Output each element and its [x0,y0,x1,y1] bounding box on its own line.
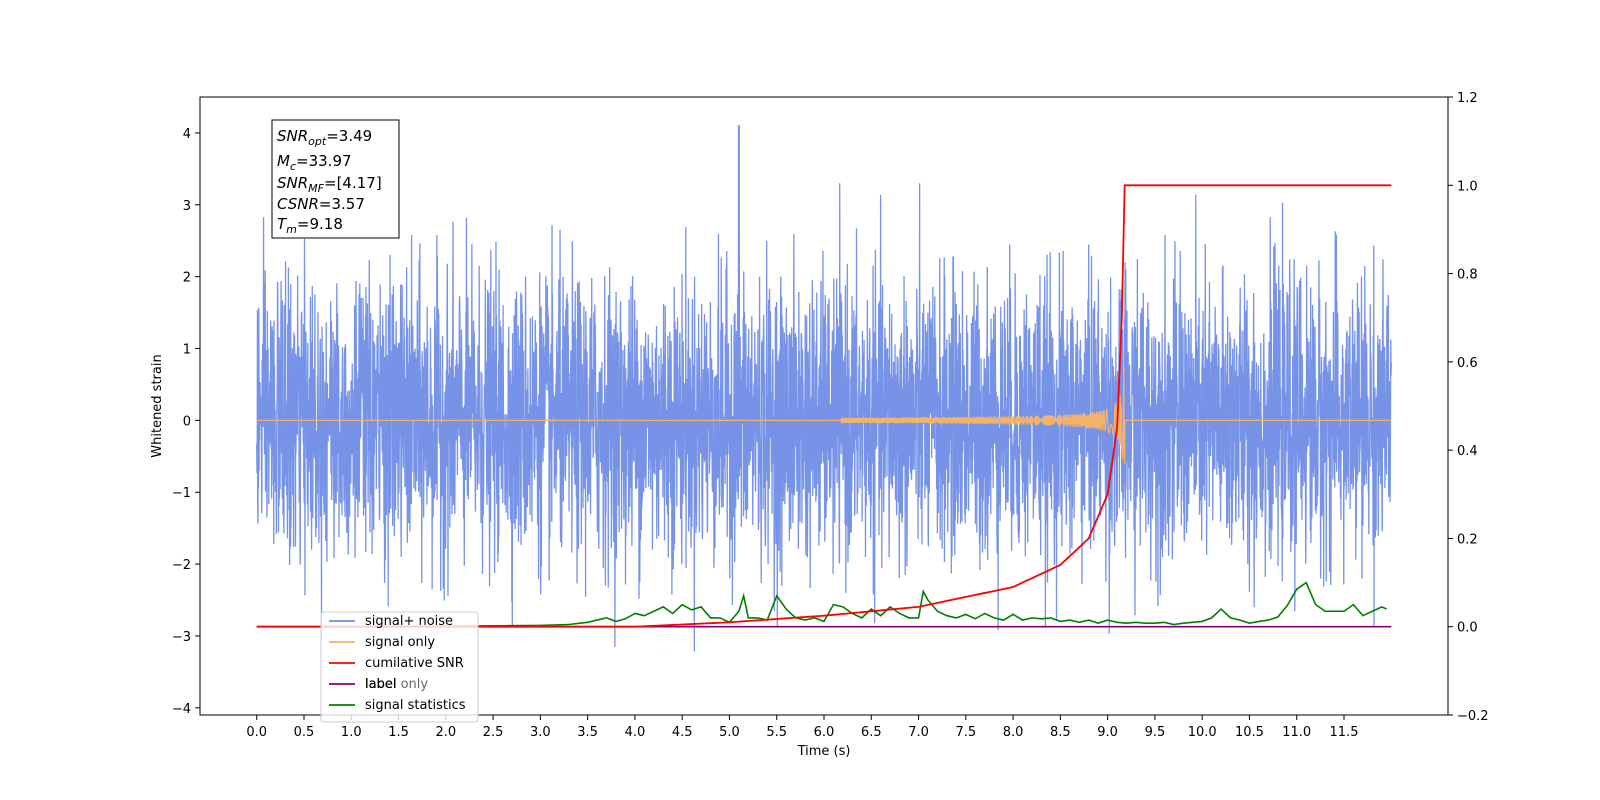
legend-label: label [365,677,396,692]
x-tick-label: 7.0 [908,725,929,740]
x-tick-label: 11.5 [1330,725,1359,740]
x-tick-label: 4.5 [672,725,693,740]
legend: signal+ noise signal only cumilative SNR la… [320,611,479,723]
y-left-tick-label: 2 [183,271,191,286]
x-tick-label: 3.0 [530,725,551,740]
stats-line: Tm=9.18 [277,215,343,236]
legend-label: cumilative SNR [365,656,464,671]
x-tick-label: 3.5 [577,725,598,740]
series-signal-noise-line [256,125,1392,652]
y-left-tick-label: 1 [183,343,191,358]
y-right-tick-label: 0.0 [1457,621,1478,636]
legend-label: signal+ noise [365,614,453,629]
y-left-tick-label: 3 [183,199,191,214]
y-left-tick-label: 4 [183,127,191,142]
legend-label: signal only [365,635,435,650]
x-tick-label: 8.0 [1003,725,1024,740]
series-cumulative-snr-line [256,184,1392,628]
x-tick-label: 9.0 [1097,725,1118,740]
x-tick-label: 1.5 [388,725,409,740]
x-tick-label: 6.0 [814,725,835,740]
stats-line: SNRMF=[4.17] [277,174,382,195]
stats-line: SNRopt=3.49 [277,127,372,148]
y-right-tick-label: 0.2 [1457,532,1478,547]
y-left-tick-label: −3 [172,630,191,645]
x-tick-label: 10.5 [1235,725,1264,740]
x-tick-label: 10.0 [1188,725,1217,740]
x-tick-label: 2.0 [435,725,456,740]
x-tick-label: 1.0 [341,725,362,740]
y-right-tick-label: 1.0 [1457,179,1478,194]
x-tick-label: 7.5 [955,725,976,740]
y-right-tick-label: 0.8 [1457,268,1478,283]
x-tick-label: 6.5 [861,725,882,740]
x-tick-label: 0.5 [294,725,315,740]
y-right-tick-label: −0.2 [1457,709,1489,724]
x-axis-label: Time (s) [797,744,851,759]
stats-line: CSNR=3.57 [277,195,365,213]
y-right-tick-label: 0.4 [1457,444,1478,459]
legend-label-faint: label only [365,677,428,692]
y-right-tick-label: 1.2 [1457,91,1478,106]
x-tick-label: 11.0 [1282,725,1311,740]
x-tick-label: 0.0 [246,725,267,740]
x-tick-label: 4.0 [625,725,646,740]
x-tick-label: 8.5 [1050,725,1071,740]
stats-annotation-box: SNRopt=3.49 Mc=33.97SNRMF=[4.17]CSNR=3.57… [271,119,400,239]
x-tick-label: 5.5 [766,725,787,740]
x-axis: 0.0 0.5 1.0 1.5 2.0 2.5 3.0 3.5 4.0 4.5 5.0 5.5 6.0 6… [246,715,1358,740]
x-tick-label: 2.5 [483,725,504,740]
y-axis-left: −4 −3 −2 −1 0 1 2 3 4 [172,127,200,717]
series-signal-statistics-line [256,581,1387,628]
legend-label: signal statistics [365,698,466,713]
stats-box-frame [271,119,400,239]
y-left-tick-label: −4 [172,702,191,717]
x-tick-label: 5.0 [719,725,740,740]
y-axis-right: −0.2 0.0 0.2 0.4 0.6 0.8 1.0 1.2 [1448,91,1489,724]
y-left-tick-label: −2 [172,558,191,573]
y-left-tick-label: −1 [172,486,191,501]
legend-label-label-overlay: label [365,677,396,692]
legend-frame [320,611,479,723]
x-tick-label: 9.5 [1145,725,1166,740]
stats-line: Mc=33.97 [277,152,352,173]
y-right-tick-label: 0.6 [1457,356,1478,371]
y-axis-label-left: Whitened strain [150,354,165,457]
y-left-tick-label: 0 [183,414,191,429]
series-signal-only-line [256,366,1392,464]
